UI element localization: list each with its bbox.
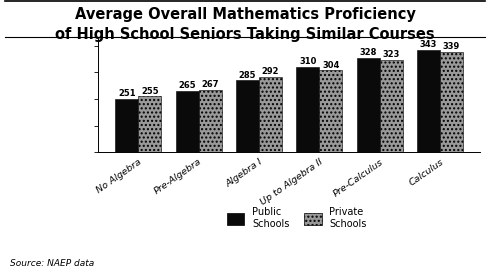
Text: Average Overall Mathematics Proficiency
of High School Seniors Taking Similar Co: Average Overall Mathematics Proficiency …	[55, 7, 435, 42]
Bar	[357, 58, 380, 152]
Text: 292: 292	[262, 67, 279, 76]
Text: 265: 265	[178, 81, 196, 90]
Bar	[198, 90, 221, 152]
Text: 304: 304	[322, 61, 340, 70]
Legend: Public
Schools, Private
Schools: Public Schools, Private Schools	[227, 207, 367, 229]
Bar	[296, 67, 319, 152]
Text: 343: 343	[420, 40, 437, 49]
Text: Source: NAEP data: Source: NAEP data	[10, 259, 94, 268]
Text: 339: 339	[443, 42, 460, 51]
Bar	[115, 98, 138, 152]
Text: 310: 310	[299, 57, 317, 66]
Bar	[440, 52, 463, 152]
Text: 328: 328	[360, 48, 377, 57]
Bar	[138, 96, 161, 152]
Bar	[259, 77, 282, 152]
Bar	[319, 70, 342, 152]
Text: 255: 255	[141, 86, 159, 96]
Bar	[236, 81, 259, 152]
Text: 323: 323	[382, 50, 400, 59]
Text: 251: 251	[118, 89, 136, 98]
Bar	[176, 91, 198, 152]
Bar	[380, 60, 402, 152]
Text: 267: 267	[201, 80, 219, 89]
Bar	[417, 50, 440, 152]
Text: 285: 285	[239, 71, 256, 80]
